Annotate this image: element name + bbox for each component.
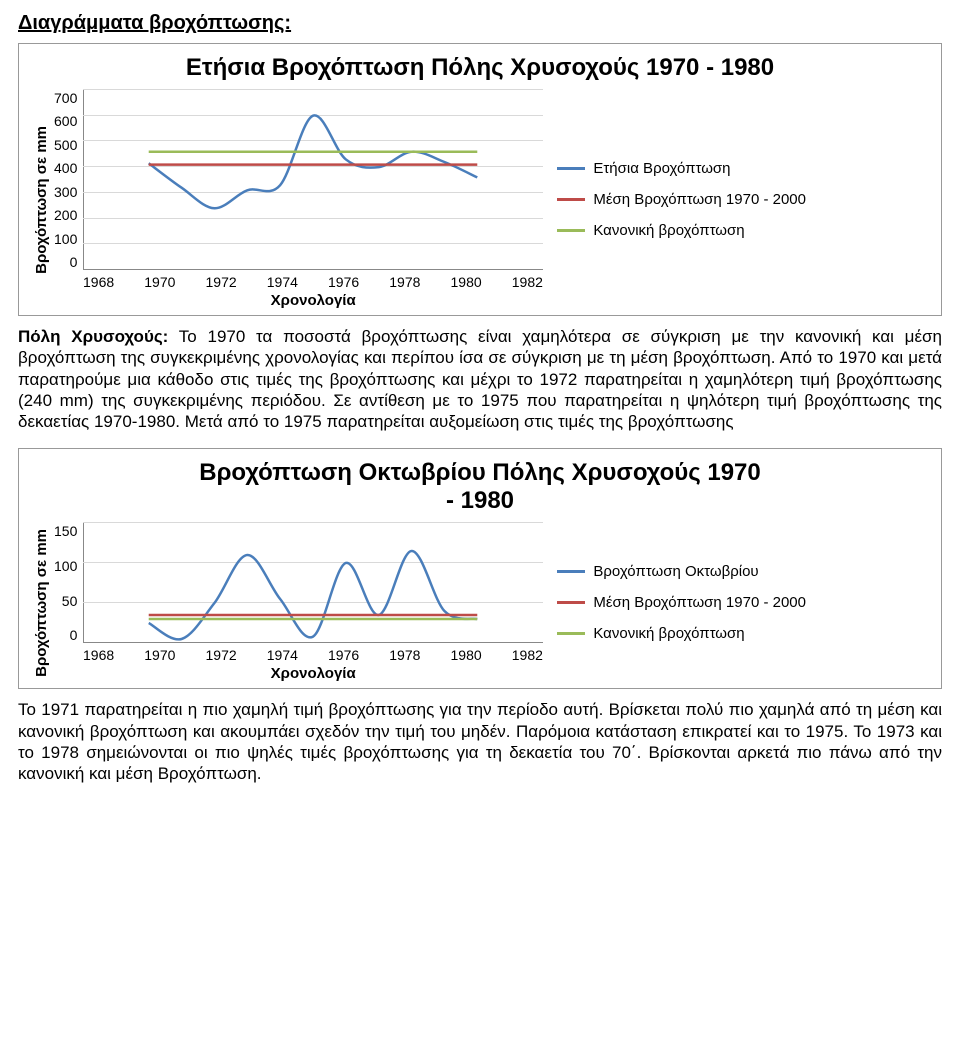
paragraph-1-lead: Πόλη Χρυσοχούς: <box>18 327 168 346</box>
paragraph-1: Πόλη Χρυσοχούς: Το 1970 τα ποσοστά βροχό… <box>18 326 942 432</box>
chart1-plot <box>83 90 543 270</box>
chart2-xaxis: 19681970197219741976197819801982 <box>83 643 543 663</box>
chart2-plot <box>83 523 543 643</box>
legend-item: Βροχόπτωση Οκτωβρίου <box>557 563 806 580</box>
chart1-xaxis: 19681970197219741976197819801982 <box>83 270 543 290</box>
chart2-yaxis: 050100150 <box>54 523 83 643</box>
legend-item: Μέση Βροχόπτωση 1970 - 2000 <box>557 191 806 208</box>
chart2-xlabel: Χρονολογία <box>83 663 543 682</box>
chart-october-rainfall: Βροχόπτωση Οκτωβρίου Πόλης Χρυσοχούς 197… <box>18 448 942 689</box>
chart1-yaxis: 0100200300400500600700 <box>54 90 83 270</box>
legend-item: Ετήσια Βροχόπτωση <box>557 160 806 177</box>
chart1-ylabel: Βροχόπτωση σε mm <box>29 126 54 274</box>
chart1-title: Ετήσια Βροχόπτωση Πόλης Χρυσοχούς 1970 -… <box>29 54 931 82</box>
legend-item: Κανονική βροχόπτωση <box>557 222 806 239</box>
legend-item: Κανονική βροχόπτωση <box>557 625 806 642</box>
chart-annual-rainfall: Ετήσια Βροχόπτωση Πόλης Χρυσοχούς 1970 -… <box>18 43 942 316</box>
chart2-title: Βροχόπτωση Οκτωβρίου Πόλης Χρυσοχούς 197… <box>29 459 931 515</box>
legend-item: Μέση Βροχόπτωση 1970 - 2000 <box>557 594 806 611</box>
chart2-ylabel: Βροχόπτωση σε mm <box>29 529 54 677</box>
chart2-legend: Βροχόπτωση Οκτωβρίου Μέση Βροχόπτωση 1970… <box>543 563 806 642</box>
chart1-xlabel: Χρονολογία <box>83 290 543 309</box>
section-heading: Διαγράμματα βροχόπτωσης: <box>18 12 942 35</box>
chart1-legend: Ετήσια Βροχόπτωση Μέση Βροχόπτωση 1970 - … <box>543 160 806 239</box>
paragraph-2: Το 1971 παρατηρείται η πιο χαμηλή τιμή β… <box>18 699 942 784</box>
